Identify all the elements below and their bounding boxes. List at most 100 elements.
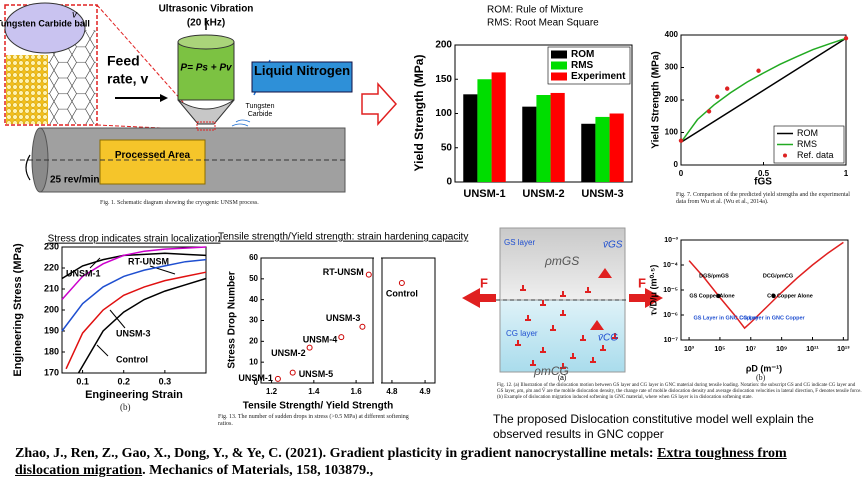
nitrogen-box bbox=[251, 61, 353, 93]
caption: (b) bbox=[120, 402, 131, 412]
y-tick-label: 20 bbox=[249, 336, 258, 345]
y-tick-label: 400 bbox=[665, 30, 679, 39]
legend-label: ROM bbox=[797, 128, 818, 138]
x-tick-label: 0 bbox=[679, 169, 684, 178]
y-axis-label: Engineering Stress (MPa) bbox=[12, 243, 24, 377]
annotation: CG Layer in GNC Copper bbox=[739, 315, 805, 321]
x-tick-label: UNSM-1 bbox=[463, 188, 505, 200]
x-tick-label: UNSM-2 bbox=[522, 188, 564, 200]
label: ρmGS bbox=[544, 254, 579, 268]
processed-area bbox=[99, 139, 206, 185]
annotation: RMS: Root Mean Square bbox=[487, 18, 599, 29]
y-tick-label: 190 bbox=[44, 325, 59, 335]
grain-region bbox=[6, 55, 48, 124]
conclusion: The proposed Dislocation constitutive mo… bbox=[493, 412, 814, 441]
label: Tungsten Carbide bbox=[245, 103, 275, 118]
data-point bbox=[715, 94, 720, 99]
x-tick-label: 4.9 bbox=[420, 387, 432, 396]
data-point bbox=[274, 375, 281, 382]
reference-title: Extra toughness from dislocation migrati… bbox=[15, 446, 787, 478]
label: rate, v bbox=[107, 71, 148, 87]
reference-source: . Mechanics of Materials, 158, 103879., bbox=[142, 463, 374, 478]
annotation: ROM: Rule of Mixture bbox=[487, 5, 584, 16]
x-tick-label: 10⁵ bbox=[714, 346, 725, 353]
data-point bbox=[289, 369, 296, 376]
x-tick-label: 10⁹ bbox=[776, 346, 787, 353]
y-tick-label: 50 bbox=[441, 142, 453, 153]
x-tick-label: 1.4 bbox=[308, 387, 320, 396]
force-arrow bbox=[462, 288, 496, 308]
y-tick-label: 100 bbox=[435, 108, 452, 119]
data-line bbox=[61, 246, 207, 300]
data-point bbox=[716, 293, 721, 299]
label: CG layer bbox=[506, 329, 538, 338]
y-tick-label: 10⁻⁵ bbox=[663, 287, 678, 294]
legend-label: RMS bbox=[797, 139, 817, 149]
schematic: Tungsten Carbide ball v Ultrasonic Vibra… bbox=[0, 2, 398, 193]
data-point bbox=[306, 344, 313, 351]
y-tick-label: 10⁻³ bbox=[664, 237, 678, 244]
x-tick-label: 1 bbox=[844, 169, 849, 178]
data-point bbox=[359, 323, 366, 330]
bar bbox=[536, 95, 551, 182]
zoom-line bbox=[96, 4, 191, 111]
data-point bbox=[398, 280, 405, 286]
point-label: UNSM-5 bbox=[299, 369, 334, 379]
label: Liquid Nitrogen bbox=[253, 63, 351, 78]
y-tick-label: 100 bbox=[665, 128, 679, 137]
x-tick-label: 1.6 bbox=[351, 387, 363, 396]
pointer bbox=[149, 265, 176, 275]
series-label: UNSM-3 bbox=[116, 328, 151, 338]
x-tick-label: 0.2 bbox=[117, 376, 130, 386]
label: ρmCG bbox=[533, 364, 569, 378]
label: (20 kHz) bbox=[187, 18, 225, 29]
label: F bbox=[480, 275, 488, 290]
flow-arrow bbox=[361, 82, 398, 126]
legend-label: ROM bbox=[571, 49, 594, 60]
x-tick-label: 10¹³ bbox=[837, 346, 850, 353]
tip bbox=[177, 99, 235, 125]
point-label: UNSM-1 bbox=[238, 373, 273, 383]
x-tick-label: 0.1 bbox=[76, 376, 89, 386]
bar bbox=[522, 106, 537, 182]
rotation-arrow bbox=[25, 154, 31, 181]
x-tick-label: 1.2 bbox=[266, 387, 278, 396]
axis-break bbox=[374, 256, 381, 385]
bar bbox=[491, 72, 506, 182]
label: Feed bbox=[107, 53, 140, 69]
y-tick-label: 230 bbox=[44, 241, 59, 251]
data-point bbox=[706, 109, 712, 114]
label: Ultrasonic Vibration bbox=[159, 4, 254, 15]
data-point bbox=[756, 68, 761, 73]
legend-swatch bbox=[551, 72, 567, 81]
y-axis-label: τ√D/μ (m⁰·⁵) bbox=[648, 265, 658, 316]
bar bbox=[463, 94, 478, 182]
gs-layer bbox=[499, 227, 626, 301]
tip-box bbox=[196, 121, 216, 131]
x-tick-label: 4.8 bbox=[386, 387, 398, 396]
legend-label: RMS bbox=[571, 60, 594, 71]
bar bbox=[477, 79, 492, 182]
spray bbox=[231, 119, 251, 127]
x-tick-label: 0.3 bbox=[159, 376, 172, 386]
y-tick-label: 60 bbox=[249, 253, 258, 262]
annotation: DGS/ρmGS bbox=[699, 273, 729, 279]
data-line bbox=[680, 37, 847, 143]
annotation: GS Layer in GNC Copper bbox=[693, 315, 759, 321]
label: v̄CG bbox=[598, 333, 618, 344]
label: 25 rev/min bbox=[50, 175, 99, 186]
label: v bbox=[72, 10, 78, 21]
y-tick-label: 10 bbox=[249, 357, 258, 366]
y-tick-label: 40 bbox=[249, 295, 258, 304]
data-point bbox=[843, 36, 849, 41]
label: v̄GS bbox=[603, 240, 623, 251]
chart-title: Stress drop indicates strain localizatio… bbox=[48, 234, 221, 245]
y-tick-label: 210 bbox=[44, 283, 59, 293]
point-label: UNSM-4 bbox=[303, 335, 338, 345]
y-axis-label: Stress Drop Number bbox=[227, 271, 238, 368]
caption: Fig. 7. Comparison of the predicted yiel… bbox=[676, 192, 850, 205]
y-tick-label: 10⁻⁴ bbox=[663, 262, 678, 269]
point-label: UNSM-2 bbox=[271, 348, 306, 358]
label: (a) bbox=[558, 375, 567, 382]
